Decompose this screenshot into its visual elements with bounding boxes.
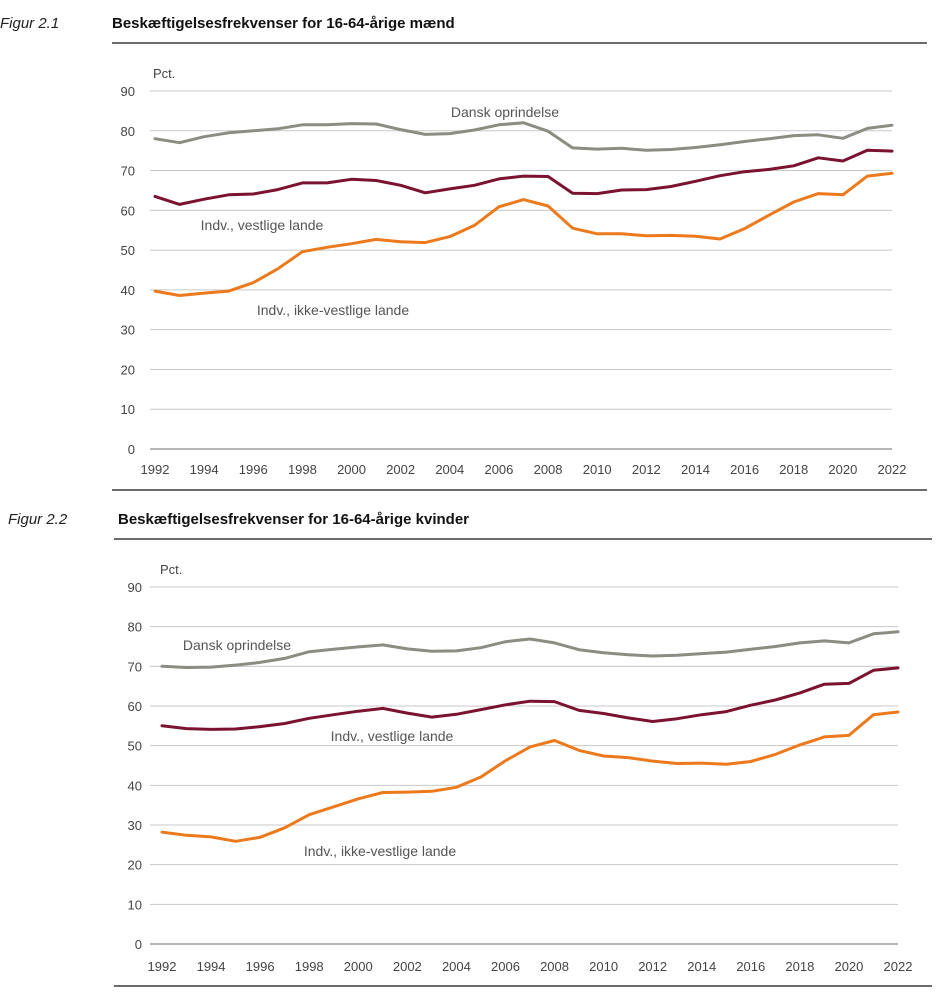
x-tick-label-2004: 2004 [442,959,471,974]
series-label-dansk-oprindelse: Dansk oprindelse [451,104,559,120]
series-label-indv-ikke-vestlige-lande: Indv., ikke-vestlige lande [257,302,409,318]
x-tick-label-2008: 2008 [534,462,563,477]
x-tick-label-2000: 2000 [344,959,373,974]
x-tick-label-1992: 1992 [141,462,170,477]
figure-2-label: Figur 2.2 [8,511,68,528]
y-tick-label-90: 90 [128,580,142,595]
x-tick-label-2020: 2020 [828,462,857,477]
x-tick-label-2020: 2020 [834,959,863,974]
series-label-indv-vestlige-lande: Indv., vestlige lande [331,728,454,744]
series-label-indv-vestlige-lande: Indv., vestlige lande [201,217,324,233]
x-tick-label-1998: 1998 [295,959,324,974]
x-tick-label-1998: 1998 [288,462,317,477]
x-tick-label-2012: 2012 [638,959,667,974]
x-tick-label-1996: 1996 [246,959,275,974]
x-tick-label-2002: 2002 [386,462,415,477]
x-tick-label-2014: 2014 [681,462,710,477]
y-tick-label-40: 40 [128,778,142,793]
y-tick-label-60: 60 [128,699,142,714]
y-tick-label-40: 40 [121,283,135,298]
x-tick-label-2006: 2006 [491,959,520,974]
series-line-dansk-oprindelse [160,630,900,669]
x-tick-label-2000: 2000 [337,462,366,477]
y-tick-label-70: 70 [128,659,142,674]
series-line-indv-vestlige-lande [160,666,900,731]
x-tick-label-2018: 2018 [779,462,808,477]
x-tick-label-2010: 2010 [583,462,612,477]
series-line-indv-vestlige-lande [153,148,894,206]
x-tick-label-1994: 1994 [190,462,219,477]
y-tick-label-80: 80 [128,620,142,635]
x-tick-label-2018: 2018 [785,959,814,974]
x-tick-label-2012: 2012 [632,462,661,477]
y-tick-label-30: 30 [128,818,142,833]
x-tick-label-1996: 1996 [239,462,268,477]
y-tick-label-50: 50 [128,739,142,754]
x-tick-label-1992: 1992 [148,959,177,974]
x-tick-label-2010: 2010 [589,959,618,974]
y-tick-label-70: 70 [121,164,135,179]
chart-men: 0 10 20 30 40 50 60 70 80 90 1992 1994 1996 1998 2000 2… [121,66,907,477]
figure-1-title: Beskæftigelsesfrekvenser for 16-64-årige… [112,15,455,32]
x-tick-label-2022: 2022 [878,462,907,477]
x-tick-label-2016: 2016 [730,462,759,477]
y-tick-label-10: 10 [128,897,142,912]
y-tick-label-20: 20 [128,858,142,873]
y-tick-label-0: 0 [135,937,142,952]
y-tick-label-10: 10 [121,402,135,417]
figure-2-top-rule [114,538,932,540]
y-tick-label-50: 50 [121,243,135,258]
chart-women: 0 10 20 30 40 50 60 70 80 90 1992 1994 1996 1998 2000 2… [128,562,913,974]
series-label-dansk-oprindelse: Dansk oprindelse [183,637,291,653]
y-axis-label: Pct. [153,66,175,81]
figure-1-bottom-rule [112,489,927,491]
figure-1-top-rule [112,42,927,44]
y-tick-label-90: 90 [121,84,135,99]
x-tick-label-2008: 2008 [540,959,569,974]
y-tick-label-60: 60 [121,203,135,218]
x-tick-label-1994: 1994 [197,959,226,974]
x-tick-label-2002: 2002 [393,959,422,974]
x-tick-label-2006: 2006 [484,462,513,477]
series-line-dansk-oprindelse [153,121,894,152]
y-tick-label-20: 20 [121,362,135,377]
x-tick-label-2004: 2004 [435,462,464,477]
y-tick-label-0: 0 [128,442,135,457]
series-line-indv-ikke-vestlige-lande [160,710,900,843]
figure-1-label: Figur 2.1 [0,15,60,32]
y-tick-label-30: 30 [121,323,135,338]
figure-2-bottom-rule [114,985,932,987]
series-label-indv-ikke-vestlige-lande: Indv., ikke-vestlige lande [304,843,456,859]
y-tick-label-80: 80 [121,124,135,139]
y-axis-label: Pct. [160,562,182,577]
x-tick-label-2022: 2022 [884,959,913,974]
x-tick-label-2014: 2014 [687,959,716,974]
series-line-indv-ikke-vestlige-lande [153,171,894,297]
x-tick-label-2016: 2016 [736,959,765,974]
figure-2-title: Beskæftigelsesfrekvenser for 16-64-årige… [118,511,470,528]
